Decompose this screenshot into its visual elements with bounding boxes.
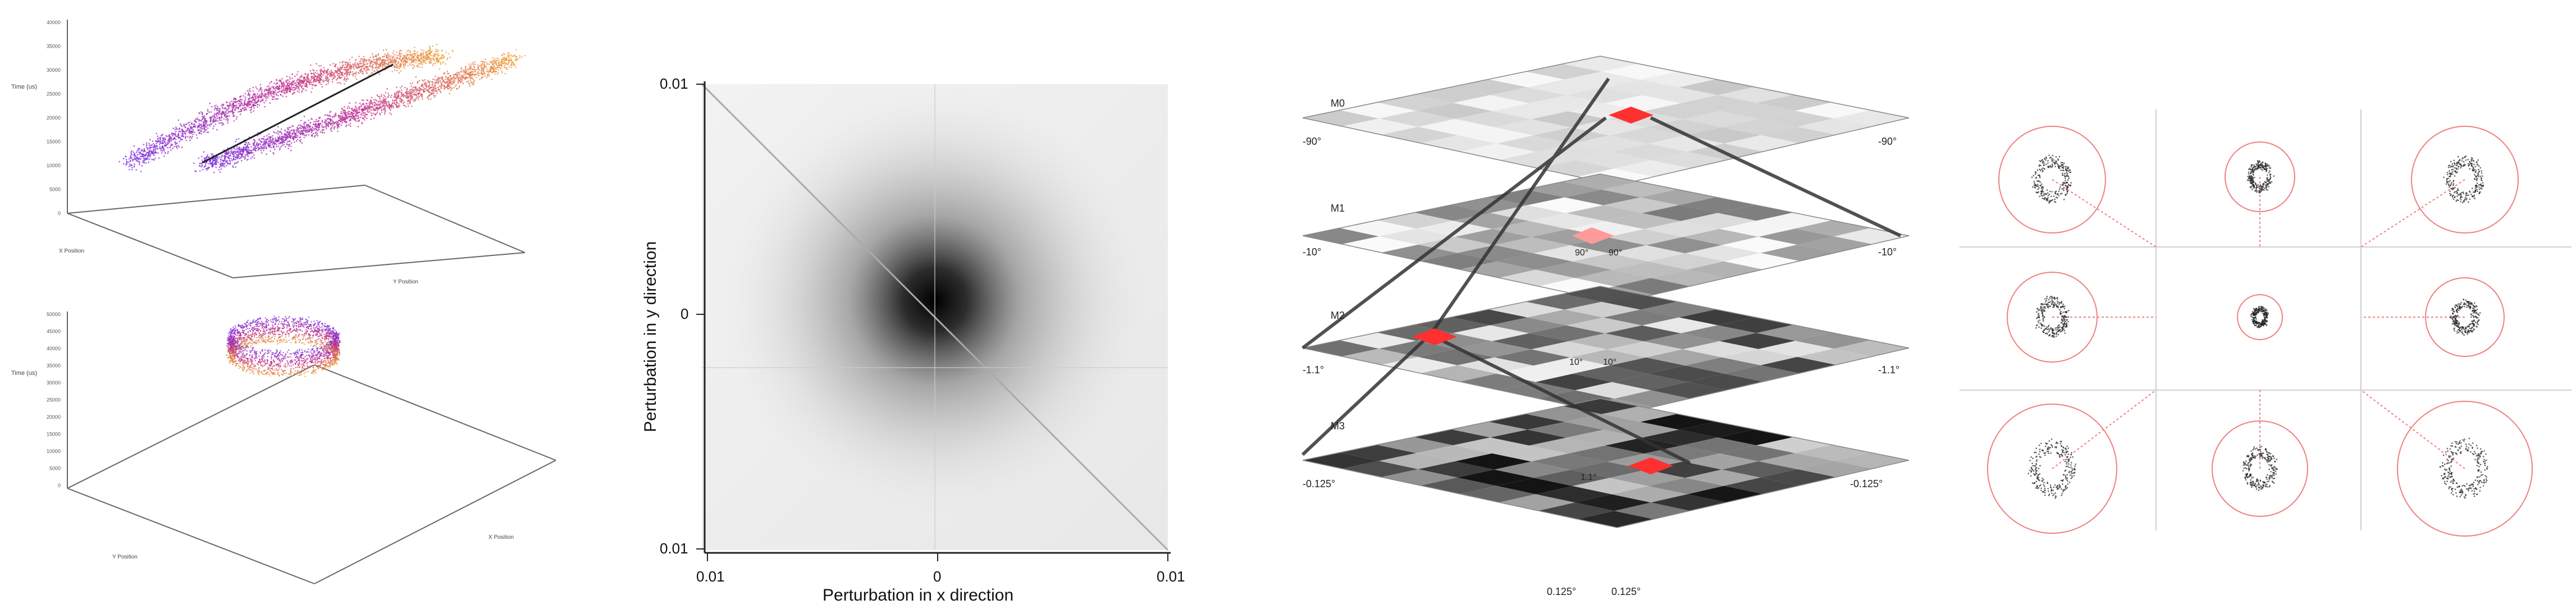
- blob-cell-0: [1998, 126, 2157, 248]
- level-m1-mid2: 90°: [1609, 248, 1622, 258]
- level-m3-mid1: 1.1°: [1581, 473, 1597, 482]
- multiresolution-stack-panel: M0 M1 M2 M3 -90° -90° -10° -10° 90° 90° …: [1286, 0, 1920, 609]
- level-m1-mid1: 90°: [1575, 248, 1588, 258]
- grid-plane-m3: [1302, 398, 1910, 528]
- multiresolution-stack-figure: M0 M1 M2 M3 -90° -90° -10° -10° 90° 90° …: [1301, 56, 1910, 597]
- top-plot-z-ticks: 40000 35000 30000 25000 20000 15000 10000 5000 0: [47, 20, 61, 216]
- top-z-tick: 10000: [47, 163, 61, 168]
- x-tick-mid: 0: [933, 568, 941, 585]
- scatter3d-figure: 4000035000300002500020000150001000050000…: [11, 20, 556, 584]
- level-m1-right: -10°: [1878, 246, 1897, 258]
- level-m2-right: -1.1°: [1878, 364, 1899, 376]
- top-plot-point-cloud: [118, 43, 526, 173]
- y-tick-top: 0.01: [660, 75, 688, 92]
- blob-grid-panel: [1954, 0, 2576, 609]
- top-plot-axes: [67, 20, 526, 278]
- level-m3-right: -0.125°: [1850, 478, 1883, 489]
- blob-cell-8: [2360, 390, 2533, 537]
- highlight-cells: [1412, 107, 1673, 474]
- bottom-z-tick: 40000: [47, 346, 61, 351]
- bottom-plot-axes: [67, 312, 556, 584]
- bottom-plot-ring-cloud: [226, 315, 341, 378]
- top-plot-y-label: Y Position: [393, 279, 418, 285]
- top-z-tick: 35000: [47, 44, 61, 49]
- grid-plane-m0: [1302, 56, 1910, 186]
- top-z-tick: 40000: [47, 20, 61, 25]
- grid-plane-m2: [1302, 286, 1910, 416]
- level-m2-name: M2: [1331, 310, 1345, 321]
- bottom-right-label: 0.125°: [1611, 586, 1641, 597]
- bottom-plot-y-label: X Position: [488, 534, 514, 541]
- top-z-tick: 30000: [47, 67, 61, 73]
- perturbation-map-figure: 0.01 0 0.01 0.01 0 0.01 Perturbation in …: [641, 75, 1185, 605]
- y-tick-bottom: 0.01: [660, 540, 688, 557]
- level-m3-name: M3: [1331, 420, 1345, 432]
- top-plot-trend-arrow: [202, 63, 394, 164]
- top-z-tick: 20000: [47, 115, 61, 121]
- bottom-plot-z-label: Time (us): [11, 370, 37, 377]
- highlight-m3: [1628, 457, 1673, 474]
- blob-cell-6: [1987, 390, 2157, 534]
- bottom-plot-z-ticks: 5000045000400003500030000250002000015000…: [47, 312, 61, 488]
- level-m0-left: -90°: [1303, 136, 1321, 147]
- blob-cell-2: [2360, 126, 2519, 248]
- top-z-tick: 0: [58, 210, 61, 216]
- bottom-plot-x-label: Y Position: [112, 554, 138, 560]
- highlight-m2: [1412, 328, 1457, 345]
- bottom-left-label: 0.125°: [1547, 586, 1576, 597]
- bottom-z-tick: 0: [58, 483, 61, 488]
- y-tick-mid: 0: [680, 305, 688, 322]
- bottom-z-tick: 45000: [47, 329, 61, 335]
- y-axis-label: Perturbation in y direction: [641, 241, 660, 432]
- blob-cells: [1987, 126, 2533, 537]
- x-tick-right: 0.01: [1157, 568, 1185, 585]
- bottom-z-tick: 35000: [47, 363, 61, 369]
- highlight-m0: [1609, 107, 1654, 123]
- level-m0-name: M0: [1331, 98, 1345, 109]
- blob-cell-1: [2225, 141, 2295, 247]
- level-m0-right: -90°: [1878, 136, 1897, 147]
- bottom-z-tick: 20000: [47, 414, 61, 420]
- level-m2-left: -1.1°: [1303, 364, 1324, 376]
- x-tick-left: 0.01: [696, 568, 725, 585]
- blob-cell-5: [2361, 277, 2505, 357]
- bottom-z-tick: 50000: [47, 312, 61, 317]
- bottom-z-tick: 10000: [47, 448, 61, 454]
- level-m3-left: -0.125°: [1303, 478, 1335, 489]
- blob-cell-4: [2237, 294, 2283, 340]
- highlight-m1: [1572, 227, 1614, 244]
- level-m2-mid2: 10°: [1603, 358, 1616, 367]
- blob-cell-3: [2007, 272, 2156, 363]
- top-z-tick: 25000: [47, 91, 61, 97]
- bottom-z-tick: 25000: [47, 397, 61, 403]
- top-plot-x-label: X Position: [59, 248, 84, 254]
- top-z-tick: 5000: [49, 187, 61, 193]
- blob-cell-7: [2212, 390, 2308, 517]
- level-m2-mid1: 10°: [1569, 358, 1583, 367]
- bottom-z-tick: 5000: [49, 466, 61, 471]
- perturbation-map-panel: 0.01 0 0.01 0.01 0 0.01 Perturbation in …: [629, 0, 1224, 609]
- top-z-tick: 15000: [47, 139, 61, 145]
- connector-lines: [1301, 77, 1902, 465]
- bottom-z-tick: 30000: [47, 380, 61, 386]
- blob-grid-figure: [1960, 109, 2572, 537]
- bottom-z-tick: 15000: [47, 432, 61, 437]
- grid-lines: [1960, 109, 2572, 530]
- x-axis-label: Perturbation in x direction: [823, 586, 1013, 605]
- top-plot-z-label: Time (us): [11, 84, 37, 90]
- level-m1-left: -10°: [1303, 246, 1321, 258]
- scatter3d-panel: 40000 35000 30000 25000 20000 15000 10000 5000 0…: [0, 0, 561, 609]
- grid-planes: [1302, 56, 1910, 528]
- level-m1-name: M1: [1331, 203, 1345, 214]
